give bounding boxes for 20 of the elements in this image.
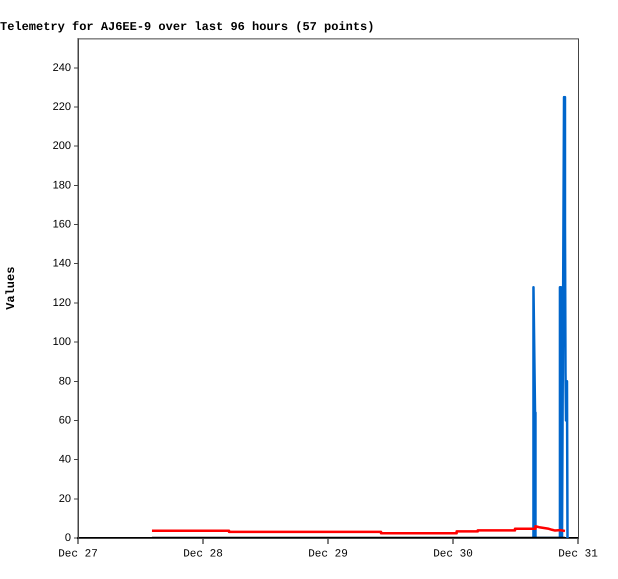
y-tick-label: 220 <box>52 101 71 114</box>
x-tick-label: Dec 31 <box>558 548 598 561</box>
y-tick-label: 120 <box>52 296 71 309</box>
y-tick-label: 200 <box>52 140 71 152</box>
y-tick-label: 240 <box>52 62 71 74</box>
y-tick-label: 80 <box>58 375 71 388</box>
y-tick-label: 20 <box>58 492 71 505</box>
x-tick-label: Dec 30 <box>433 548 473 561</box>
y-tick-label: 0 <box>64 532 71 544</box>
y-axis-title: Values <box>4 266 18 310</box>
y-tick-label: 160 <box>52 218 71 231</box>
y-tick-label: 180 <box>52 179 71 192</box>
y-tick-label: 140 <box>52 258 71 270</box>
y-tick-label: 40 <box>58 454 71 466</box>
chart-title: Telemetry for AJ6EE-9 over last 96 hours (57 points) <box>0 20 374 34</box>
x-tick-label: Dec 27 <box>58 548 98 561</box>
x-tick-label: Dec 29 <box>308 548 348 561</box>
y-tick-label: 60 <box>58 414 71 426</box>
y-tick-label: 100 <box>52 336 71 348</box>
x-tick-label: Dec 28 <box>183 548 223 561</box>
